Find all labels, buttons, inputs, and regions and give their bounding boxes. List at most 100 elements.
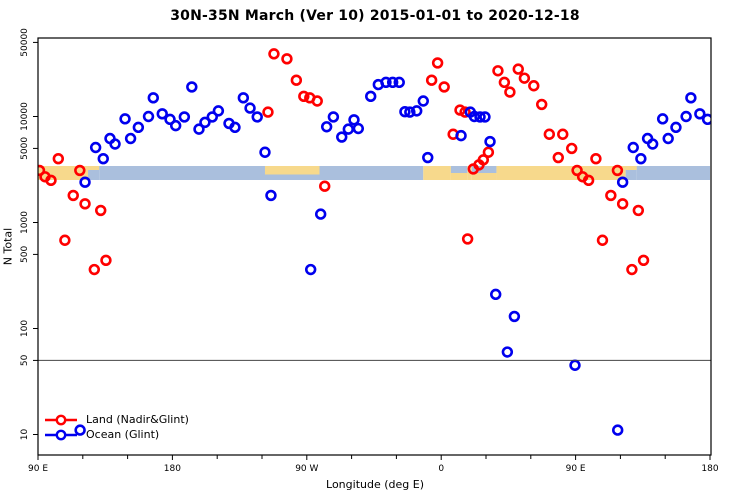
legend-row-land: Land (Nadir&Glint) bbox=[44, 412, 189, 427]
y-tick-label: 50 bbox=[20, 354, 30, 366]
data-point-ocean bbox=[178, 111, 191, 123]
data-point-ocean bbox=[79, 176, 91, 188]
data-point-land bbox=[582, 174, 595, 187]
data-point-ocean bbox=[142, 110, 155, 123]
plot-area bbox=[38, 48, 711, 436]
data-point-land bbox=[632, 204, 645, 217]
data-point-ocean bbox=[229, 121, 241, 134]
data-point-ocean bbox=[680, 110, 692, 123]
data-point-land bbox=[557, 128, 569, 140]
map-band-segment-land bbox=[496, 166, 626, 180]
data-point-ocean bbox=[199, 116, 211, 129]
data-point-land bbox=[504, 86, 516, 98]
data-point-land bbox=[438, 81, 450, 93]
y-tick-label: 10000 bbox=[20, 102, 30, 131]
chart-title: 30N-35N March (Ver 10) 2015-01-01 to 202… bbox=[170, 8, 580, 24]
data-point-land bbox=[431, 57, 444, 69]
data-point-ocean bbox=[352, 122, 365, 135]
data-point-land bbox=[268, 48, 280, 60]
map-band-segment-ocean_top bbox=[450, 166, 468, 173]
data-point-land bbox=[59, 234, 71, 246]
legend: Land (Nadir&Glint) Ocean (Glint) bbox=[44, 412, 189, 442]
data-point-ocean bbox=[569, 359, 581, 371]
data-point-ocean bbox=[244, 102, 256, 114]
map-band-segment-islands bbox=[625, 166, 637, 180]
x-tick-label: 90 W bbox=[295, 464, 318, 474]
data-point-land bbox=[298, 90, 310, 103]
data-point-ocean bbox=[206, 111, 218, 123]
data-point-land bbox=[100, 254, 112, 266]
x-axis-label: Longitude (deg E) bbox=[326, 478, 424, 491]
data-point-ocean bbox=[393, 76, 405, 89]
data-point-ocean bbox=[417, 95, 429, 107]
map-band-segment-islands bbox=[625, 166, 637, 170]
y-tick-label: 10 bbox=[20, 429, 30, 441]
data-point-ocean bbox=[327, 111, 340, 123]
data-point-land bbox=[290, 74, 303, 86]
map-band-segment-land_top bbox=[264, 166, 320, 175]
data-point-land bbox=[477, 154, 490, 166]
data-point-ocean bbox=[119, 113, 131, 125]
data-point-land bbox=[590, 152, 602, 165]
map-band-segment-islands bbox=[88, 166, 100, 170]
data-point-ocean bbox=[265, 189, 277, 202]
data-point-ocean bbox=[365, 90, 377, 103]
legend-label-land: Land (Nadir&Glint) bbox=[86, 413, 189, 426]
legend-label-ocean: Ocean (Glint) bbox=[86, 428, 160, 441]
data-point-land bbox=[492, 65, 504, 77]
data-point-ocean bbox=[422, 151, 434, 164]
data-point-ocean bbox=[685, 92, 697, 104]
data-point-land bbox=[637, 254, 650, 266]
data-point-land bbox=[459, 106, 471, 118]
map-band-segment-ocean_top bbox=[471, 173, 497, 180]
data-point-ocean bbox=[662, 132, 674, 145]
data-point-ocean bbox=[132, 121, 145, 134]
data-point-land bbox=[262, 106, 274, 118]
data-point-ocean bbox=[479, 111, 491, 123]
data-point-ocean bbox=[670, 121, 682, 134]
data-point-ocean bbox=[89, 141, 102, 154]
data-point-ocean bbox=[380, 76, 392, 89]
data-point-land bbox=[79, 198, 91, 210]
data-point-land bbox=[45, 174, 57, 187]
y-tick-label: 1000 bbox=[20, 211, 30, 234]
data-point-ocean bbox=[147, 92, 159, 104]
data-point-ocean bbox=[484, 135, 496, 148]
data-point-ocean bbox=[109, 138, 121, 150]
data-point-land bbox=[74, 164, 86, 177]
data-point-ocean bbox=[97, 152, 109, 165]
y-tick-label: 50000 bbox=[20, 28, 30, 57]
map-band-segment-ocean_top bbox=[450, 173, 468, 180]
data-point-land bbox=[498, 76, 511, 89]
data-point-ocean bbox=[701, 113, 711, 126]
data-point-ocean bbox=[304, 263, 317, 276]
x-tick-label: 180 bbox=[164, 464, 181, 474]
data-point-ocean bbox=[635, 152, 647, 165]
data-point-ocean bbox=[336, 131, 348, 143]
data-point-ocean bbox=[124, 132, 137, 145]
data-point-land bbox=[38, 164, 46, 177]
x-tick-label: 180 bbox=[701, 464, 718, 474]
y-tick-label: 500 bbox=[20, 246, 30, 263]
y-tick-label: 100 bbox=[20, 320, 30, 337]
data-point-ocean bbox=[612, 424, 624, 436]
data-point-land bbox=[605, 189, 617, 202]
data-point-land bbox=[95, 204, 107, 217]
map-band-segment-ocean bbox=[99, 166, 265, 180]
data-point-ocean bbox=[320, 121, 333, 133]
data-point-land bbox=[518, 72, 531, 84]
data-point-land bbox=[482, 146, 495, 158]
data-point-ocean bbox=[508, 310, 521, 323]
map-band-segment-land_top bbox=[264, 174, 320, 180]
data-point-ocean bbox=[314, 208, 327, 220]
data-point-land bbox=[626, 263, 638, 276]
data-point-ocean bbox=[411, 105, 423, 117]
data-point-ocean bbox=[193, 123, 205, 135]
y-axis-label: N Total bbox=[1, 227, 15, 266]
data-point-ocean bbox=[404, 106, 416, 118]
map-band-segment-land bbox=[423, 166, 451, 180]
data-point-ocean bbox=[386, 76, 399, 89]
x-tick-label: 0 bbox=[438, 464, 444, 474]
data-point-land bbox=[528, 80, 540, 92]
